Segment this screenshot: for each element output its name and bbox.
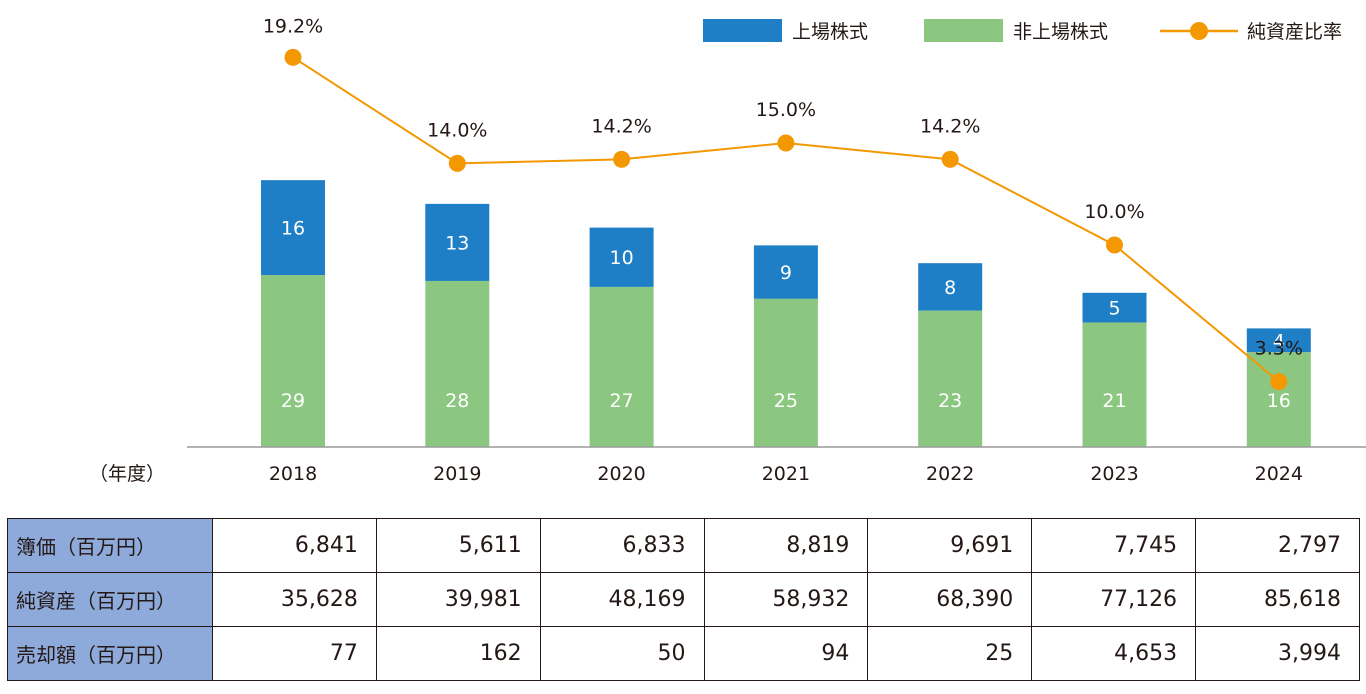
- bar-unlisted-2023: [1082, 322, 1147, 447]
- legend-swatch-listed: [703, 19, 782, 42]
- bar-label-listed-2024: 4: [1273, 330, 1285, 352]
- table-cell: 58,932: [703, 572, 869, 627]
- line-point-2020: [613, 150, 631, 168]
- table-cell: 7,745: [1031, 518, 1197, 573]
- bar-label-unlisted-2023: 21: [1102, 390, 1126, 412]
- line-label-2022: 14.2%: [920, 115, 980, 137]
- x-tick-label-2021: 2021: [762, 463, 810, 485]
- legend-swatch-unlisted: [924, 19, 1003, 42]
- table-cell: 9,691: [867, 518, 1033, 573]
- table-cell: 77,126: [1031, 572, 1197, 627]
- bar-label-listed-2019: 13: [445, 232, 469, 254]
- line-point-2023: [1106, 236, 1123, 254]
- bar-label-listed-2023: 5: [1108, 298, 1120, 320]
- line-point-2019: [448, 154, 466, 172]
- bar-listed-2021: [753, 245, 818, 299]
- bar-unlisted-2024: [1246, 352, 1311, 447]
- legend-label-unlisted: 非上場株式: [1013, 21, 1108, 43]
- table-cell: 85,618: [1195, 572, 1360, 627]
- bar-label-listed-2022: 8: [944, 277, 956, 299]
- table-cell: 50: [539, 626, 705, 681]
- table-cell: 94: [703, 626, 869, 681]
- x-tick-label-2023: 2023: [1090, 463, 1138, 485]
- x-axis-unit-label: （年度）: [89, 463, 165, 485]
- line-label-2020: 14.2%: [591, 115, 651, 137]
- line-label-2023: 10.0%: [1084, 201, 1144, 223]
- line-point-2024: [1270, 373, 1288, 391]
- table-cell: 68,390: [867, 572, 1033, 627]
- bar-label-unlisted-2024: 16: [1267, 390, 1291, 412]
- line-point-2021: [777, 134, 795, 152]
- x-tick-label-2020: 2020: [597, 463, 645, 485]
- row-label: 純資産（百万円）: [7, 572, 213, 627]
- table-cell: 6,841: [212, 518, 377, 573]
- line-label-2024: 3.3%: [1255, 338, 1303, 360]
- table-cell: 48,169: [539, 572, 705, 627]
- table-cell: 77: [212, 626, 377, 681]
- table-cell: 25: [867, 626, 1033, 681]
- table-cell: 39,981: [375, 572, 541, 627]
- line-label-2019: 14.0%: [427, 119, 487, 141]
- line-label-2018: 19.2%: [263, 15, 323, 37]
- table-cell: 5,611: [375, 518, 541, 573]
- bar-label-listed-2018: 16: [281, 218, 305, 240]
- bar-label-unlisted-2018: 29: [281, 390, 305, 412]
- bar-listed-2022: [918, 263, 983, 311]
- bar-listed-2023: [1082, 292, 1147, 323]
- table-cell: 2,797: [1195, 518, 1360, 573]
- stacked-bar-line-chart: 29 28 27 25 23 21 16 16 13 10 9 8 5 4 2018 2019 2020 2021…: [89, 15, 1366, 485]
- bar-label-unlisted-2019: 28: [445, 390, 469, 412]
- line-point-2018: [284, 48, 302, 66]
- bar-label-listed-2020: 10: [610, 247, 634, 269]
- data-table: 簿価（百万円） 6,841 5,611 6,833 8,819 9,691 7,…: [7, 518, 1360, 681]
- legend-label-ratio: 純資産比率: [1247, 21, 1342, 43]
- row-label: 簿価（百万円）: [7, 518, 213, 573]
- bar-listed-2024: [1246, 328, 1311, 353]
- bar-listed-2019: [425, 203, 490, 281]
- bar-unlisted-2021: [753, 298, 818, 447]
- table-cell: 35,628: [212, 572, 377, 627]
- x-tick-label-2019: 2019: [433, 463, 481, 485]
- bar-label-unlisted-2020: 27: [610, 390, 634, 412]
- x-tick-label-2024: 2024: [1255, 463, 1303, 485]
- bar-listed-2020: [589, 227, 654, 287]
- table-row-book-value: 簿価（百万円） 6,841 5,611 6,833 8,819 9,691 7,…: [7, 518, 1360, 573]
- bar-unlisted-2019: [425, 280, 490, 447]
- table-row-net-assets: 純資産（百万円） 35,628 39,981 48,169 58,932 68,…: [7, 572, 1360, 627]
- table-cell: 8,819: [703, 518, 869, 573]
- bar-label-unlisted-2022: 23: [938, 390, 962, 412]
- line-point-2022: [941, 150, 959, 168]
- row-label: 売却額（百万円）: [7, 626, 213, 681]
- bar-unlisted-2018: [261, 275, 325, 447]
- x-tick-label-2022: 2022: [926, 463, 974, 485]
- legend-marker-ratio: [1190, 22, 1208, 40]
- table-row-sale-amount: 売却額（百万円） 77 162 50 94 25 4,653 3,994: [7, 626, 1360, 681]
- table-cell: 3,994: [1195, 626, 1360, 681]
- bar-label-listed-2021: 9: [780, 262, 792, 284]
- line-label-2021: 15.0%: [756, 99, 816, 121]
- table-cell: 6,833: [539, 518, 705, 573]
- bar-unlisted-2020: [589, 286, 654, 447]
- table-cell: 162: [375, 626, 541, 681]
- x-tick-label-2018: 2018: [269, 463, 317, 485]
- legend-label-listed: 上場株式: [792, 21, 868, 43]
- table-cell: 4,653: [1031, 626, 1197, 681]
- bar-unlisted-2022: [918, 310, 983, 447]
- bar-label-unlisted-2021: 25: [774, 390, 798, 412]
- bar-listed-2018: [261, 180, 325, 276]
